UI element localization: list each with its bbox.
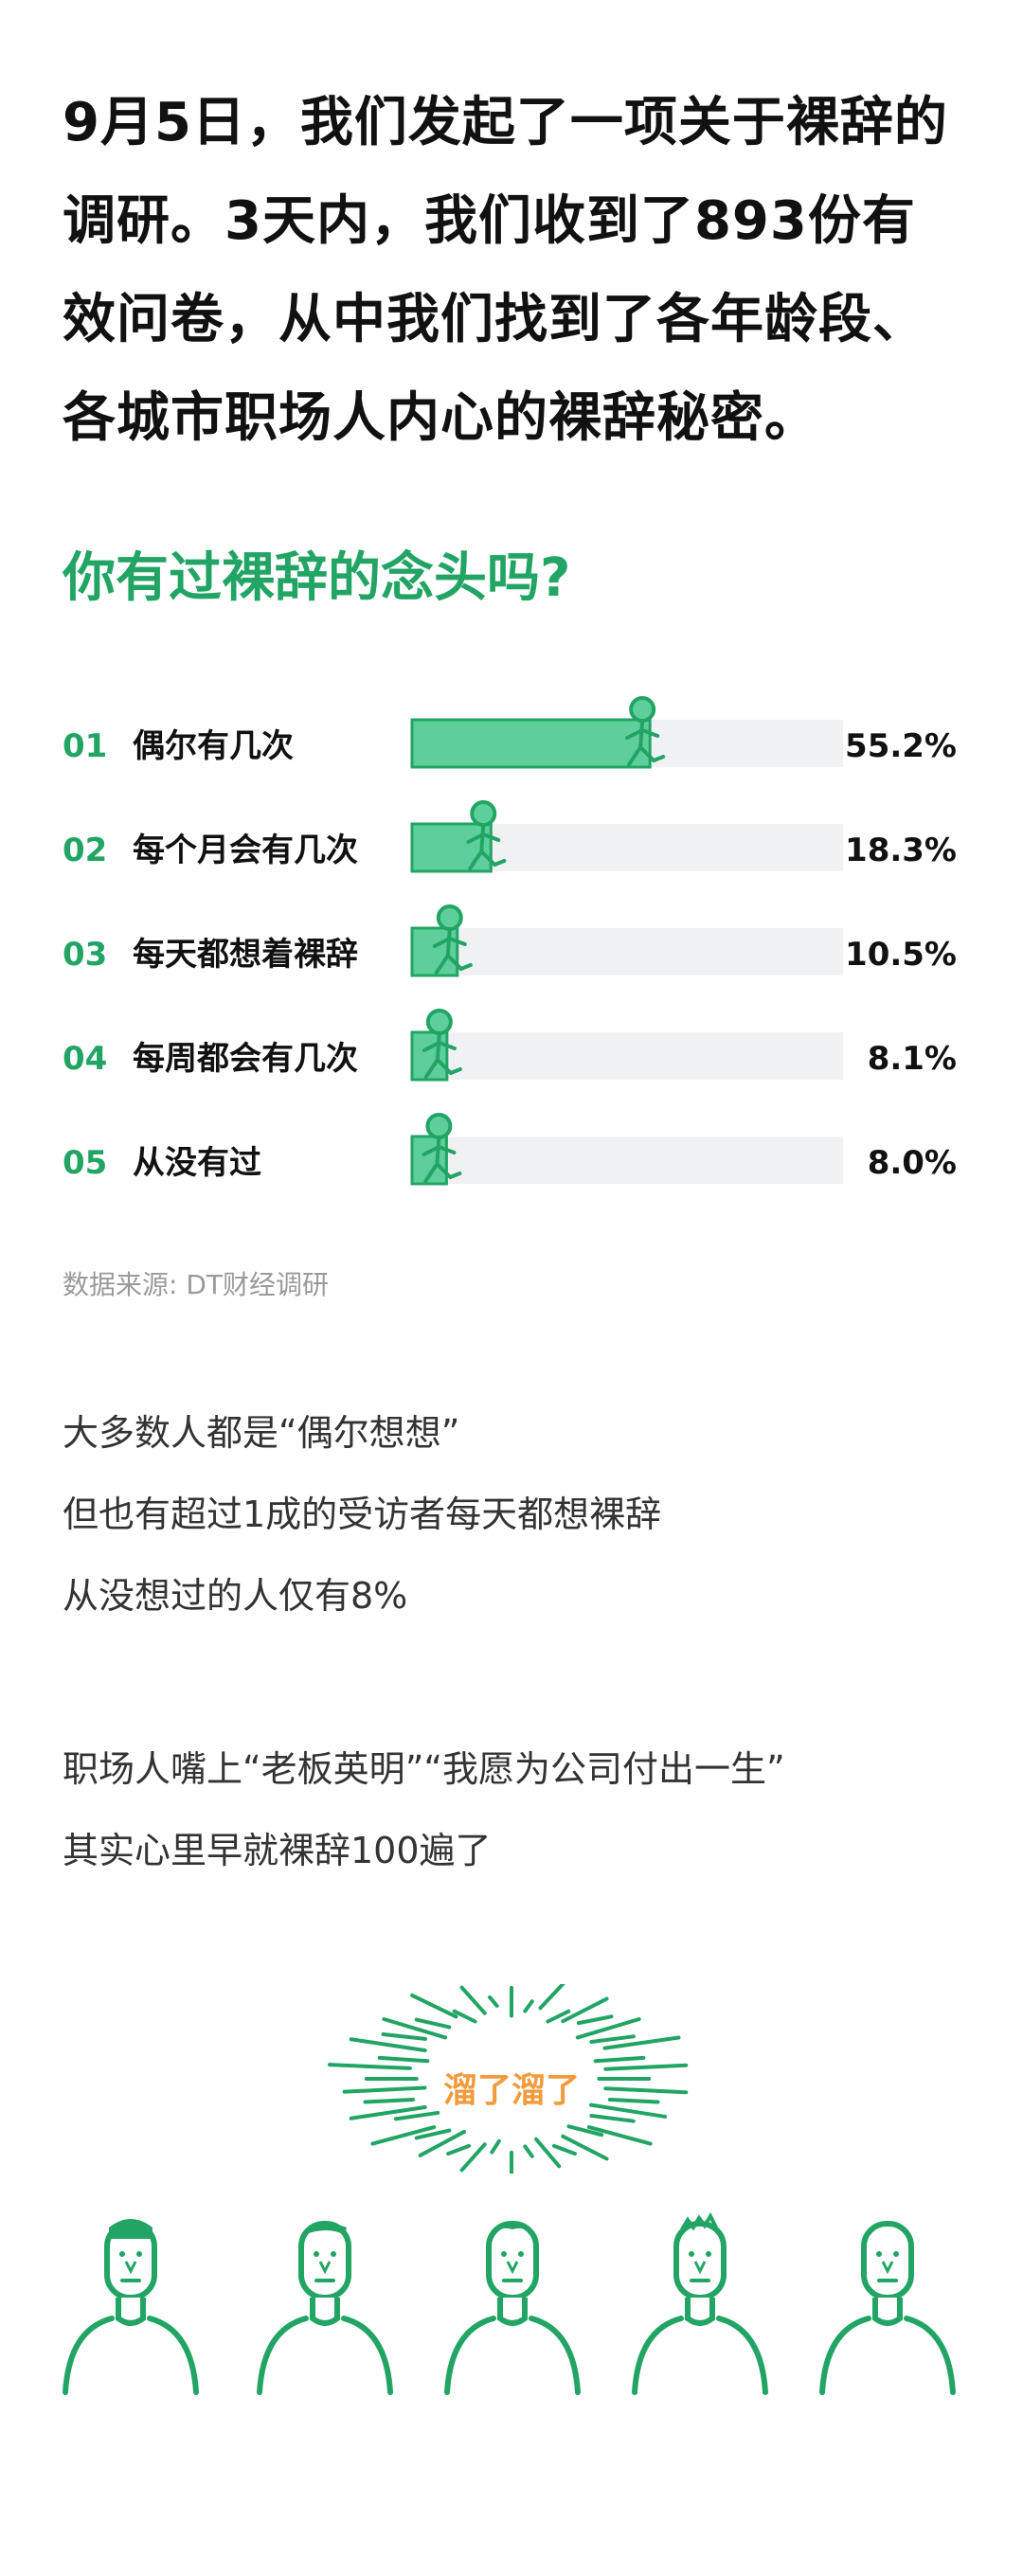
burst-line [490, 2138, 501, 2155]
bar-index: 04 [63, 1040, 107, 1078]
intro-line: 调研。3天内，我们收到了893份有 [63, 190, 916, 252]
runner-icon [625, 696, 666, 766]
burst-line [349, 2104, 427, 2120]
bar-category-label: 偶尔有几次 [133, 727, 294, 765]
paragraph-line: 职场人嘴上“老板英明”“我愿为公司付出一生” [63, 1748, 785, 1790]
burst-line [576, 2014, 614, 2026]
burst-text: 溜了溜了 [442, 2071, 580, 2110]
burst-line [459, 2142, 487, 2173]
burst-line [603, 2086, 689, 2095]
bar-index: 01 [63, 727, 107, 765]
burst-line [566, 2124, 604, 2138]
burst-line [603, 2063, 689, 2071]
burst-line [446, 2143, 472, 2156]
burst-line [593, 2055, 646, 2064]
burst-line [459, 1985, 487, 2015]
chart-title: 你有过裸辞的念头吗? [63, 547, 571, 609]
burst-line [602, 2035, 681, 2050]
burst-line [589, 2102, 668, 2119]
paragraph-line: 从没想过的人仅有8% [63, 1575, 408, 1617]
burst-line [546, 2009, 571, 2024]
bar [410, 718, 652, 769]
burst-line [381, 2032, 427, 2041]
burst-line [607, 2097, 660, 2104]
paragraph-2: 职场人嘴上“老板英明”“我愿为公司付出一生” 其实心里早就裸辞100遍了 [63, 1728, 785, 1891]
runner-icon [422, 1113, 462, 1183]
burst-line [410, 1993, 458, 2019]
bar-chart: 01 偶尔有几次 55.2% 02 每个月会有几次 18.3% 03 每天都想着裸辞 10.5%… [63, 696, 957, 1186]
burst-lines-decoration [327, 1984, 689, 2174]
bar-index: 02 [63, 832, 107, 869]
burst-line [414, 2017, 452, 2030]
burst-line [414, 2128, 452, 2140]
bar-category-label: 每天都想着裸辞 [133, 936, 358, 974]
runner-icon [422, 1009, 462, 1079]
people-illustration [0, 2207, 1023, 2396]
burst-line [523, 1999, 534, 2013]
person-icon [629, 2207, 771, 2396]
bar-track [412, 1136, 843, 1184]
burst-line [370, 2125, 437, 2146]
bar-value-label: 55.2% [845, 727, 957, 765]
paragraph-1: 大多数人都是“偶尔想想” 但也有超过1成的受访者每天都想裸辞 从没想过的人仅有8… [63, 1392, 661, 1637]
burst-line [561, 1996, 609, 2024]
burst-line [551, 2143, 577, 2156]
burst-line [393, 2110, 440, 2121]
burst-line [534, 2137, 562, 2169]
burst-line [363, 2097, 416, 2104]
burst-line [589, 2034, 636, 2044]
bar-track [412, 928, 843, 975]
paragraph-line: 但也有超过1成的受访者每天都想裸辞 [63, 1494, 662, 1535]
burst-line [342, 2085, 427, 2094]
bar-value-label: 8.1% [868, 1040, 957, 1078]
bar-category-label: 每周都会有几次 [133, 1040, 358, 1078]
burst-line [586, 2125, 653, 2146]
intro-line: 各城市职场人内心的裸辞秘密。 [63, 387, 818, 449]
burst-line [349, 2037, 427, 2053]
bar-value-label: 8.0% [868, 1144, 957, 1182]
burst-line [452, 2009, 477, 2024]
bar-row: 02 每个月会有几次 18.3% [63, 800, 957, 873]
person-icon [441, 2207, 583, 2396]
burst-line [575, 2017, 641, 2040]
burst-line [589, 2114, 636, 2123]
person-icon [817, 2207, 959, 2396]
bar [410, 822, 493, 873]
bar-index: 03 [63, 936, 107, 974]
runner-icon [466, 800, 507, 870]
bar-row: 05 从没有过 8.0% [63, 1113, 957, 1186]
person-icon [60, 2207, 202, 2396]
bar-category-label: 从没有过 [133, 1144, 261, 1182]
burst-line [538, 1984, 565, 2011]
bar-value-label: 18.3% [845, 832, 957, 869]
burst-line [377, 2055, 430, 2064]
burst-line [382, 2017, 448, 2040]
bar-track [412, 1032, 843, 1080]
data-source: 数据来源: DT财经调研 [63, 1269, 329, 1300]
runner-icon [432, 904, 473, 975]
burst-line [418, 2129, 467, 2157]
bar-category-label: 每个月会有几次 [133, 832, 358, 869]
bar-row: 03 每天都想着裸辞 10.5% [63, 904, 957, 977]
bar-row: 04 每周都会有几次 8.1% [63, 1009, 957, 1082]
intro-line: 效问卷，从中我们找到了各年龄段、 [63, 289, 926, 350]
burst-line [488, 1995, 499, 2008]
paragraph-line: 大多数人都是“偶尔想想” [63, 1412, 460, 1454]
burst-line [561, 2134, 609, 2161]
bar [410, 1135, 448, 1186]
bar-row: 01 偶尔有几次 55.2% [63, 696, 957, 769]
intro-text: 9月5日，我们发起了一项关于裸辞的 调研。3天内，我们收到了893份有 效问卷，… [63, 74, 972, 468]
intro-line: 9月5日，我们发起了一项关于裸辞的 [63, 92, 948, 153]
person-icon [254, 2207, 396, 2396]
burst-line [523, 2144, 534, 2158]
bar-value-label: 10.5% [845, 936, 957, 974]
burst-line [327, 2063, 412, 2070]
paragraph-line: 其实心里早就裸辞100遍了 [63, 1830, 492, 1871]
bar-index: 05 [63, 1144, 107, 1182]
